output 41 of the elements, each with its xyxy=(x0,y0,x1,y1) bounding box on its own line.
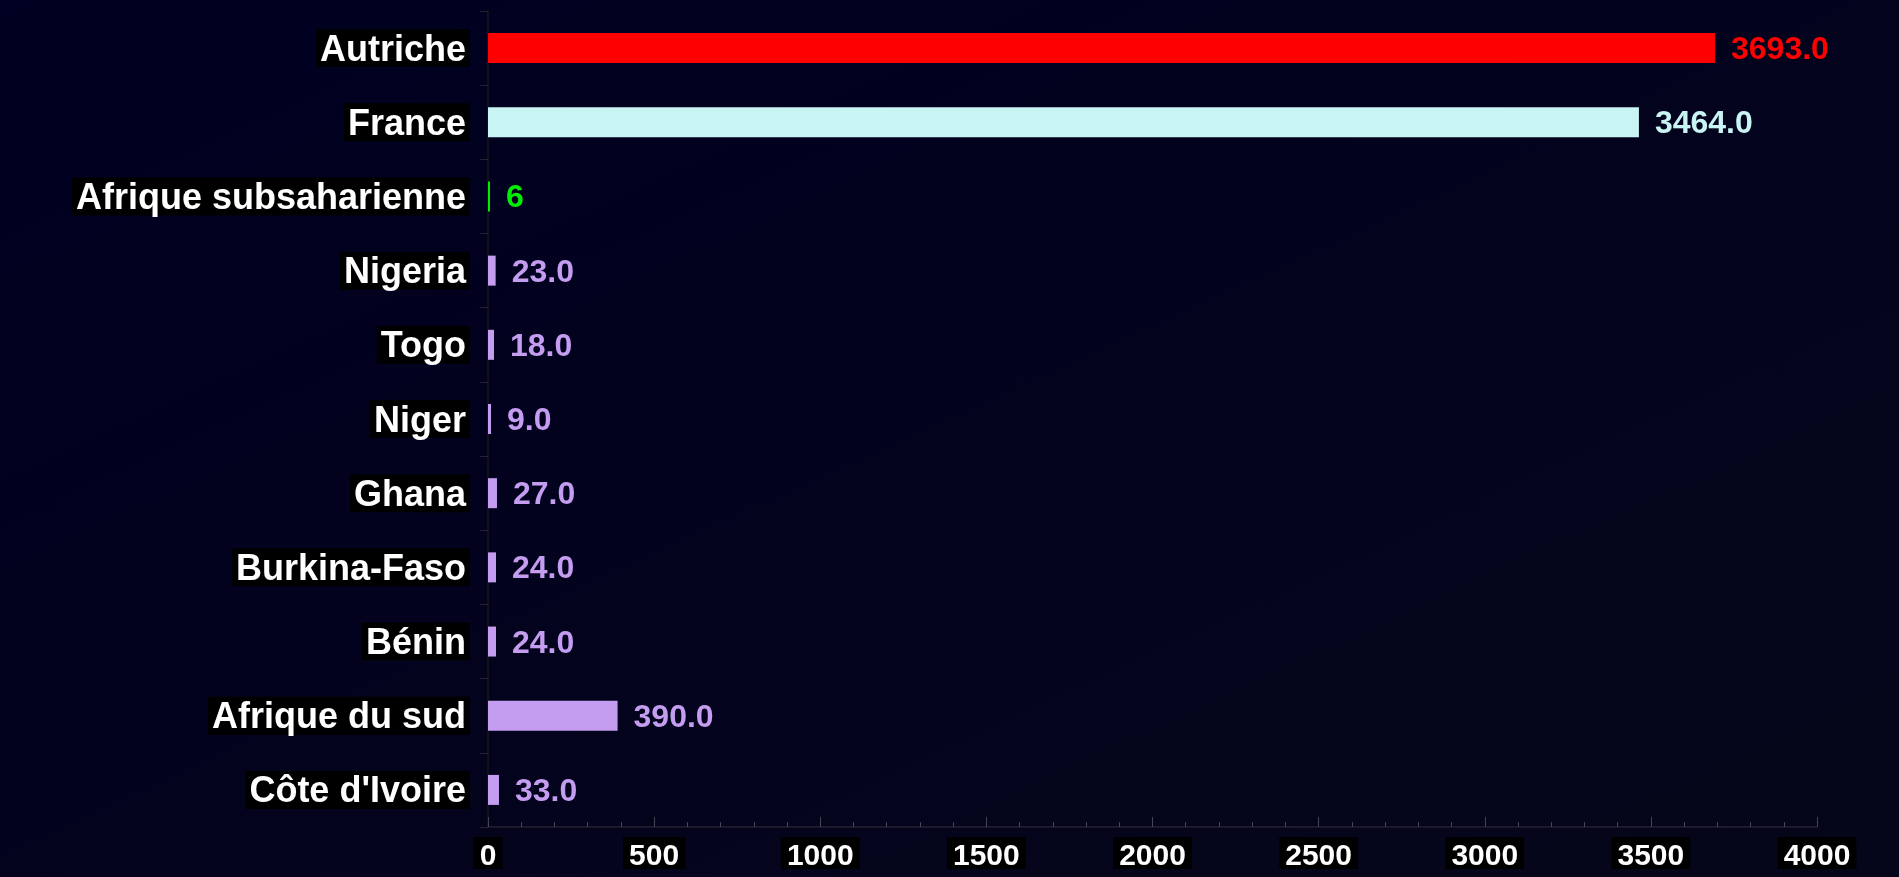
data-label: 24.0 xyxy=(511,623,575,660)
bar xyxy=(488,404,491,434)
data-label: 3464.0 xyxy=(1654,104,1753,141)
y-tick-label: Bénin xyxy=(365,621,466,663)
data-label: 33.0 xyxy=(514,771,578,808)
x-tick-label: 3500 xyxy=(1617,837,1685,871)
x-tick-label: 3000 xyxy=(1451,837,1519,871)
bar xyxy=(488,329,494,360)
y-tick-label: Afrique du sud xyxy=(212,695,466,737)
bar xyxy=(488,255,496,286)
bar xyxy=(488,626,496,657)
data-label: 23.0 xyxy=(511,252,574,289)
x-tick-label: 0 xyxy=(479,837,497,871)
data-label: 24.0 xyxy=(511,549,575,586)
bar xyxy=(488,552,496,583)
bar xyxy=(488,33,1715,64)
y-tick-label: Afrique subsaharienne xyxy=(75,175,466,217)
data-label: 27.0 xyxy=(512,475,576,512)
x-tick-label: 500 xyxy=(629,837,680,871)
x-tick-label: 1000 xyxy=(786,837,854,871)
x-tick-label: 2000 xyxy=(1119,837,1186,871)
bar xyxy=(488,700,618,731)
data-label: 3693.0 xyxy=(1731,30,1829,67)
y-tick-label: Nigeria xyxy=(343,250,467,292)
x-tick-label: 4000 xyxy=(1783,837,1851,871)
x-tick-label: 2500 xyxy=(1285,837,1352,871)
data-label: 9.0 xyxy=(506,401,552,437)
bar xyxy=(488,107,1639,138)
x-tick-label: 1500 xyxy=(953,837,1020,871)
y-tick-label: Autriche xyxy=(319,27,466,69)
bar xyxy=(488,478,497,509)
y-tick-label: Ghana xyxy=(353,472,467,514)
y-tick-label: Burkina-Faso xyxy=(235,546,466,588)
y-tick-label: Niger xyxy=(373,398,466,440)
bar xyxy=(488,774,499,805)
y-tick-label: Togo xyxy=(380,324,466,366)
data-label: 18.0 xyxy=(509,326,573,363)
y-tick-label: Côte d'Ivoire xyxy=(249,769,466,811)
y-tick-label: France xyxy=(347,101,466,143)
data-label: 390.0 xyxy=(633,697,714,734)
data-label: 6 xyxy=(505,178,524,215)
